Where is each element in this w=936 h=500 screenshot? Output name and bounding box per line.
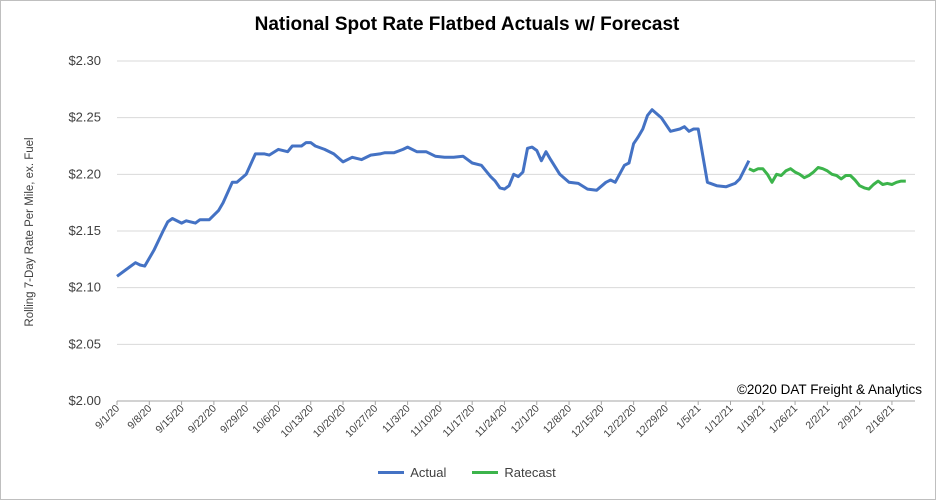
gridlines bbox=[117, 60, 915, 402]
series-line-actual bbox=[116, 108, 751, 278]
y-tick-label: $2.15 bbox=[68, 223, 101, 238]
copyright-note: ©2020 DAT Freight & Analytics bbox=[736, 382, 922, 397]
x-tick-label: 12/22/20 bbox=[601, 403, 638, 440]
x-tick-label: 12/29/20 bbox=[634, 403, 671, 440]
x-tick-label: 12/1/20 bbox=[509, 403, 542, 436]
x-tick-label: 2/2/21 bbox=[803, 403, 832, 432]
legend-item-actual: Actual bbox=[378, 465, 446, 480]
x-tick-label: 11/24/20 bbox=[473, 403, 510, 440]
chart-title: National Spot Rate Flatbed Actuals w/ Fo… bbox=[254, 14, 680, 35]
x-tick-label: 9/22/20 bbox=[186, 403, 219, 436]
x-tick-label: 1/19/21 bbox=[735, 403, 768, 436]
y-tick-labels: $2.00 $2.05 $2.10 $2.15 $2.20 $2.25 $2.30 bbox=[68, 53, 101, 408]
legend-label-actual: Actual bbox=[410, 465, 447, 480]
x-tick-label: 10/27/20 bbox=[343, 403, 380, 440]
x-tick-label: 2/16/21 bbox=[864, 403, 897, 436]
y-tick-label: $2.25 bbox=[68, 110, 101, 125]
series-lines bbox=[116, 108, 906, 278]
legend: Actual Ratecast bbox=[0, 465, 934, 480]
series-line-ratecast bbox=[748, 166, 906, 191]
x-tick-label: 10/13/20 bbox=[278, 403, 315, 440]
x-tick-label: 12/15/20 bbox=[569, 403, 606, 440]
legend-swatch-ratecast bbox=[472, 471, 499, 474]
x-tick-label: 9/8/20 bbox=[125, 403, 154, 432]
x-tick-label: 9/29/20 bbox=[218, 403, 251, 436]
x-tick-label: 2/9/21 bbox=[836, 403, 865, 432]
y-tick-label: $2.30 bbox=[68, 53, 101, 68]
legend-item-ratecast: Ratecast bbox=[472, 465, 556, 480]
y-tick-label: $2.20 bbox=[68, 166, 101, 181]
y-tick-label: $2.10 bbox=[68, 280, 101, 295]
x-tick-label: 9/15/20 bbox=[153, 403, 186, 436]
x-tick-labels: 9/1/20 9/8/20 9/15/20 9/22/20 9/29/20 10/6/20… bbox=[93, 401, 897, 440]
y-tick-label: $2.05 bbox=[68, 336, 101, 351]
x-tick-label: 1/5/21 bbox=[674, 403, 703, 432]
y-tick-label: $2.00 bbox=[68, 393, 101, 408]
legend-swatch-actual bbox=[378, 471, 405, 474]
x-tick-label: 11/17/20 bbox=[440, 403, 477, 440]
x-tick-label: 10/20/20 bbox=[311, 403, 348, 440]
legend-label-ratecast: Ratecast bbox=[504, 465, 556, 480]
x-tick-label: 11/10/20 bbox=[408, 403, 445, 440]
x-tick-label: 1/12/21 bbox=[702, 403, 735, 436]
x-tick-label: 1/26/21 bbox=[767, 403, 800, 436]
